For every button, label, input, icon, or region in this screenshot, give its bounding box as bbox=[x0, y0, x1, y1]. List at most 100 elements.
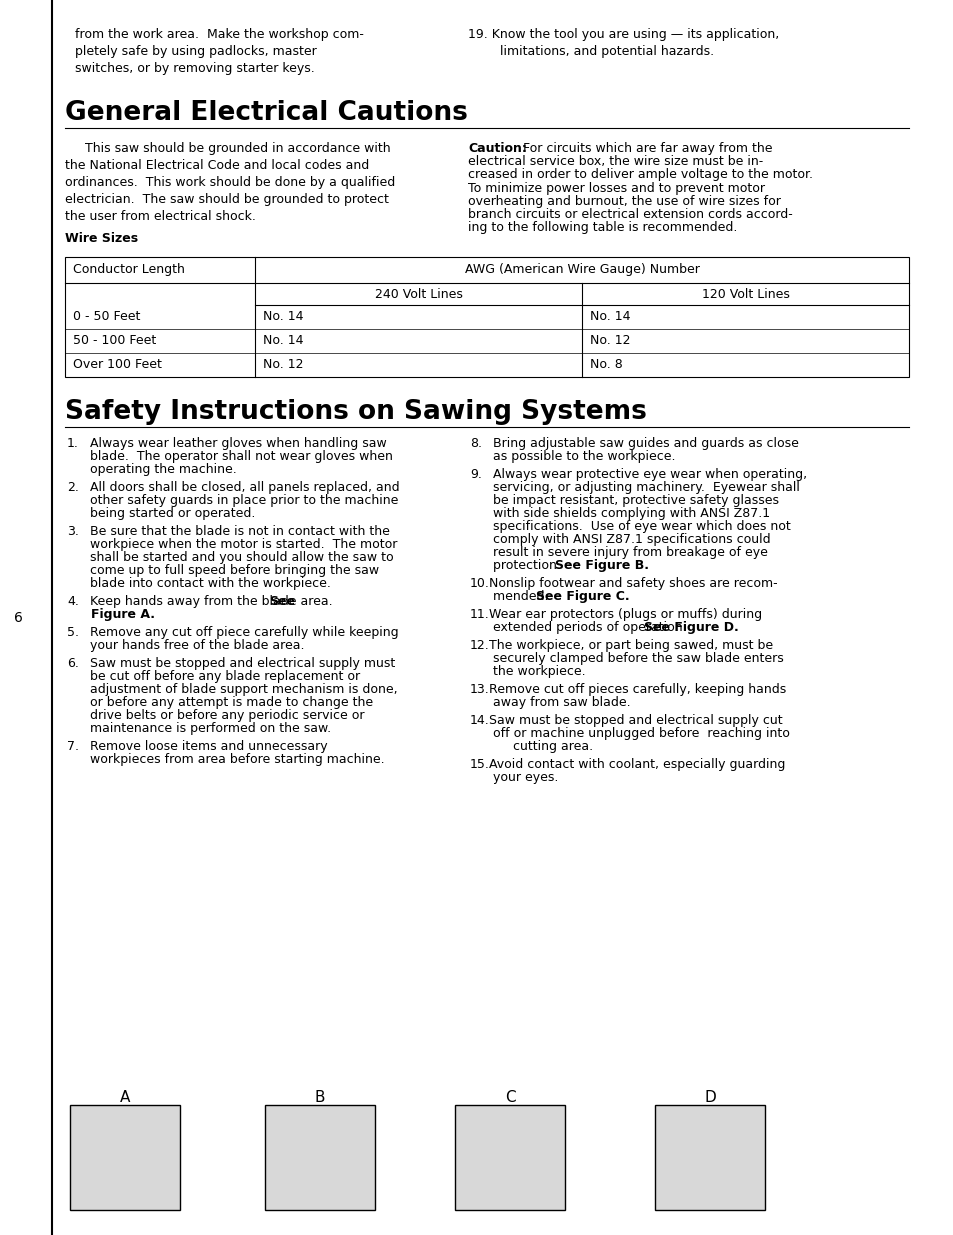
Text: Caution:: Caution: bbox=[468, 142, 526, 156]
Text: See Figure D.: See Figure D. bbox=[643, 621, 738, 634]
Text: 8.: 8. bbox=[470, 437, 481, 450]
Text: See: See bbox=[269, 595, 294, 608]
Text: No. 8: No. 8 bbox=[589, 358, 622, 372]
Text: off or machine unplugged before  reaching into: off or machine unplugged before reaching… bbox=[484, 727, 789, 740]
Text: C: C bbox=[504, 1091, 515, 1105]
Text: 50 - 100 Feet: 50 - 100 Feet bbox=[73, 335, 156, 347]
Text: the workpiece.: the workpiece. bbox=[484, 664, 585, 678]
Text: 12.: 12. bbox=[470, 638, 489, 652]
Text: your hands free of the blade area.: your hands free of the blade area. bbox=[82, 638, 304, 652]
Text: 7.: 7. bbox=[67, 740, 79, 753]
Text: 6.: 6. bbox=[67, 657, 79, 671]
Text: blade into contact with the workpiece.: blade into contact with the workpiece. bbox=[82, 577, 331, 590]
Text: or before any attempt is made to change the: or before any attempt is made to change … bbox=[82, 697, 373, 709]
Text: 19. Know the tool you are using — its application,
        limitations, and pote: 19. Know the tool you are using — its ap… bbox=[468, 28, 779, 58]
Text: D: D bbox=[703, 1091, 715, 1105]
Text: away from saw blade.: away from saw blade. bbox=[484, 697, 630, 709]
Text: shall be started and you should allow the saw to: shall be started and you should allow th… bbox=[82, 551, 394, 564]
Text: No. 14: No. 14 bbox=[263, 310, 303, 324]
Text: 11.: 11. bbox=[470, 608, 489, 621]
Text: come up to full speed before bringing the saw: come up to full speed before bringing th… bbox=[82, 564, 378, 577]
Text: 6: 6 bbox=[13, 610, 23, 625]
Text: workpiece when the motor is started.  The motor: workpiece when the motor is started. The… bbox=[82, 538, 397, 551]
Text: operating the machine.: operating the machine. bbox=[82, 463, 236, 475]
Text: All doors shall be closed, all panels replaced, and: All doors shall be closed, all panels re… bbox=[82, 480, 399, 494]
Text: from the work area.  Make the workshop com-
pletely safe by using padlocks, mast: from the work area. Make the workshop co… bbox=[75, 28, 363, 75]
Text: being started or operated.: being started or operated. bbox=[82, 508, 255, 520]
Text: Remove loose items and unnecessary: Remove loose items and unnecessary bbox=[82, 740, 327, 753]
Text: No. 14: No. 14 bbox=[263, 335, 303, 347]
Text: cutting area.: cutting area. bbox=[484, 740, 593, 753]
Text: securely clamped before the saw blade enters: securely clamped before the saw blade en… bbox=[484, 652, 783, 664]
Text: Always wear leather gloves when handling saw: Always wear leather gloves when handling… bbox=[82, 437, 386, 450]
Text: No. 12: No. 12 bbox=[263, 358, 303, 372]
Text: 9.: 9. bbox=[470, 468, 481, 480]
Text: No. 14: No. 14 bbox=[589, 310, 630, 324]
Text: To minimize power losses and to prevent motor: To minimize power losses and to prevent … bbox=[468, 182, 764, 195]
Text: creased in order to deliver ample voltage to the motor.: creased in order to deliver ample voltag… bbox=[468, 168, 812, 182]
Text: mended.: mended. bbox=[484, 590, 556, 603]
Text: Be sure that the blade is not in contact with the: Be sure that the blade is not in contact… bbox=[82, 525, 390, 538]
Text: Remove any cut off piece carefully while keeping: Remove any cut off piece carefully while… bbox=[82, 626, 398, 638]
Text: electrical service box, the wire size must be in-: electrical service box, the wire size mu… bbox=[468, 156, 762, 168]
Text: 240 Volt Lines: 240 Volt Lines bbox=[375, 288, 462, 300]
Text: Figure A.: Figure A. bbox=[91, 608, 155, 621]
Text: 10.: 10. bbox=[470, 577, 489, 590]
Text: 4.: 4. bbox=[67, 595, 79, 608]
Text: with side shields complying with ANSI Z87.1: with side shields complying with ANSI Z8… bbox=[484, 508, 769, 520]
Text: 0 - 50 Feet: 0 - 50 Feet bbox=[73, 310, 140, 324]
Text: Nonslip footwear and safety shoes are recom-: Nonslip footwear and safety shoes are re… bbox=[484, 577, 777, 590]
Text: result in severe injury from breakage of eye: result in severe injury from breakage of… bbox=[484, 546, 767, 559]
Text: A: A bbox=[120, 1091, 130, 1105]
Text: be cut off before any blade replacement or: be cut off before any blade replacement … bbox=[82, 671, 359, 683]
Text: Conductor Length: Conductor Length bbox=[73, 263, 185, 277]
Bar bbox=[70, 1105, 180, 1210]
Text: Keep hands away from the blade area.: Keep hands away from the blade area. bbox=[82, 595, 340, 608]
Text: 2.: 2. bbox=[67, 480, 79, 494]
Text: 13.: 13. bbox=[470, 683, 489, 697]
Text: 5.: 5. bbox=[67, 626, 79, 638]
Text: 120 Volt Lines: 120 Volt Lines bbox=[700, 288, 789, 300]
Text: extended periods of operation.: extended periods of operation. bbox=[484, 621, 694, 634]
Text: workpieces from area before starting machine.: workpieces from area before starting mac… bbox=[82, 753, 384, 766]
Bar bbox=[455, 1105, 564, 1210]
Text: servicing, or adjusting machinery.  Eyewear shall: servicing, or adjusting machinery. Eyewe… bbox=[484, 480, 799, 494]
Text: Saw must be stopped and electrical supply must: Saw must be stopped and electrical suppl… bbox=[82, 657, 395, 671]
Text: Saw must be stopped and electrical supply cut: Saw must be stopped and electrical suppl… bbox=[484, 714, 781, 727]
Text: protection.: protection. bbox=[484, 559, 568, 572]
Text: adjustment of blade support mechanism is done,: adjustment of blade support mechanism is… bbox=[82, 683, 397, 697]
Text: Wear ear protectors (plugs or muffs) during: Wear ear protectors (plugs or muffs) dur… bbox=[484, 608, 761, 621]
Text: drive belts or before any periodic service or: drive belts or before any periodic servi… bbox=[82, 709, 364, 722]
Text: Over 100 Feet: Over 100 Feet bbox=[73, 358, 162, 372]
Bar bbox=[655, 1105, 764, 1210]
Text: Avoid contact with coolant, especially guarding: Avoid contact with coolant, especially g… bbox=[484, 758, 784, 771]
Text: General Electrical Cautions: General Electrical Cautions bbox=[65, 100, 467, 126]
Text: Bring adjustable saw guides and guards as close: Bring adjustable saw guides and guards a… bbox=[484, 437, 798, 450]
Text: Always wear protective eye wear when operating,: Always wear protective eye wear when ope… bbox=[484, 468, 806, 480]
Text: 1.: 1. bbox=[67, 437, 79, 450]
Text: No. 12: No. 12 bbox=[589, 335, 630, 347]
Bar bbox=[65, 257, 908, 377]
Text: Remove cut off pieces carefully, keeping hands: Remove cut off pieces carefully, keeping… bbox=[484, 683, 785, 697]
Text: AWG (American Wire Gauge) Number: AWG (American Wire Gauge) Number bbox=[464, 263, 699, 277]
Text: 3.: 3. bbox=[67, 525, 79, 538]
Text: For circuits which are far away from the: For circuits which are far away from the bbox=[515, 142, 772, 156]
Text: Safety Instructions on Sawing Systems: Safety Instructions on Sawing Systems bbox=[65, 399, 646, 425]
Text: See Figure B.: See Figure B. bbox=[555, 559, 649, 572]
Text: branch circuits or electrical extension cords accord-: branch circuits or electrical extension … bbox=[468, 207, 792, 221]
Text: The workpiece, or part being sawed, must be: The workpiece, or part being sawed, must… bbox=[484, 638, 772, 652]
Text: See Figure C.: See Figure C. bbox=[536, 590, 629, 603]
Text: be impact resistant, protective safety glasses: be impact resistant, protective safety g… bbox=[484, 494, 779, 508]
Text: This saw should be grounded in accordance with
the National Electrical Code and : This saw should be grounded in accordanc… bbox=[65, 142, 395, 224]
Text: 15.: 15. bbox=[470, 758, 489, 771]
Text: B: B bbox=[314, 1091, 325, 1105]
Text: other safety guards in place prior to the machine: other safety guards in place prior to th… bbox=[82, 494, 398, 508]
Text: blade.  The operator shall not wear gloves when: blade. The operator shall not wear glove… bbox=[82, 450, 393, 463]
Text: your eyes.: your eyes. bbox=[484, 771, 558, 784]
Text: comply with ANSI Z87.1 specifications could: comply with ANSI Z87.1 specifications co… bbox=[484, 534, 770, 546]
Text: 14.: 14. bbox=[470, 714, 489, 727]
Text: maintenance is performed on the saw.: maintenance is performed on the saw. bbox=[82, 722, 331, 735]
Text: Wire Sizes: Wire Sizes bbox=[65, 232, 138, 245]
Bar bbox=[265, 1105, 375, 1210]
Text: as possible to the workpiece.: as possible to the workpiece. bbox=[484, 450, 675, 463]
